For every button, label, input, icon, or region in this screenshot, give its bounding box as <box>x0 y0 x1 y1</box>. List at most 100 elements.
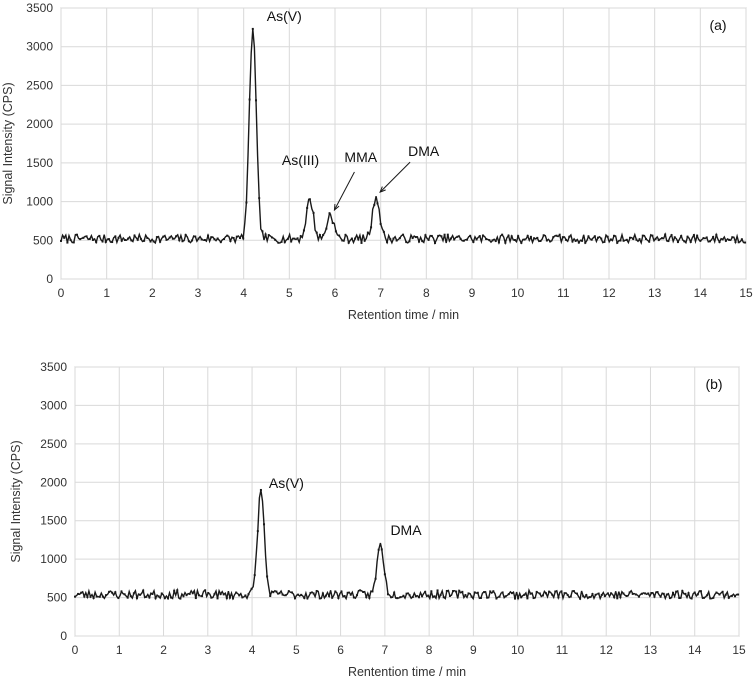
data-point <box>632 237 635 240</box>
annotation-arrow <box>379 161 411 193</box>
x-tick-label: 13 <box>644 643 658 657</box>
data-point <box>254 99 257 102</box>
data-point <box>283 241 286 244</box>
data-point <box>152 240 155 243</box>
data-point <box>418 240 421 243</box>
data-point <box>278 592 281 595</box>
data-point <box>363 239 366 242</box>
y-tick-label: 500 <box>47 591 67 605</box>
data-point <box>165 238 168 241</box>
data-point <box>678 597 681 600</box>
data-point <box>724 239 727 242</box>
data-point <box>328 212 331 215</box>
data-point <box>197 594 200 597</box>
data-point <box>486 596 489 599</box>
y-tick-label: 2000 <box>40 475 67 489</box>
data-point <box>690 597 693 600</box>
data-point <box>557 596 560 599</box>
data-point <box>123 593 126 596</box>
data-point <box>321 592 324 595</box>
data-point <box>424 234 427 237</box>
data-point <box>517 597 520 600</box>
data-point <box>184 233 187 236</box>
y-tick-label: 2500 <box>40 437 67 451</box>
data-point <box>565 238 568 241</box>
x-tick-label: 15 <box>732 643 746 657</box>
data-point <box>229 240 232 243</box>
data-point <box>142 589 145 592</box>
y-tick-label: 500 <box>33 233 53 247</box>
data-point <box>72 241 75 244</box>
data-point <box>616 597 619 600</box>
data-point <box>357 238 360 241</box>
data-point <box>91 238 94 241</box>
data-point <box>641 592 644 595</box>
data-point <box>470 595 473 598</box>
data-point <box>439 593 442 596</box>
data-point <box>692 234 695 237</box>
data-point <box>705 236 708 239</box>
y-tick-label: 1000 <box>26 195 53 209</box>
annotation-arrowhead <box>333 203 340 212</box>
data-point <box>355 594 358 597</box>
plot-area-border <box>60 7 747 280</box>
data-point <box>272 591 275 594</box>
data-point <box>386 593 389 596</box>
data-point <box>504 595 507 598</box>
data-point <box>281 593 284 596</box>
data-point <box>641 234 644 237</box>
x-tick-label: 0 <box>58 286 65 300</box>
data-point <box>290 240 293 243</box>
data-point <box>60 239 62 242</box>
data-point <box>133 234 136 237</box>
data-point <box>222 593 225 596</box>
data-point <box>74 595 76 598</box>
data-point <box>312 592 315 595</box>
data-point <box>523 238 526 241</box>
data-point <box>232 597 235 600</box>
data-point <box>383 573 386 576</box>
x-tick-label: 7 <box>382 643 389 657</box>
data-point <box>665 593 668 596</box>
data-point <box>680 234 683 237</box>
data-point <box>398 237 401 240</box>
data-point <box>541 594 544 597</box>
data-point <box>510 235 513 238</box>
data-point <box>130 239 133 242</box>
data-point <box>392 237 395 240</box>
data-point <box>458 589 461 592</box>
data-point <box>95 241 98 244</box>
data-point <box>377 548 380 551</box>
data-point <box>584 241 587 244</box>
peak-annotation: MMA <box>344 149 377 165</box>
data-point <box>693 591 696 594</box>
data-point <box>256 530 259 533</box>
data-point <box>380 548 383 551</box>
data-point <box>606 592 609 595</box>
data-point <box>366 231 369 234</box>
y-tick-label: 2500 <box>26 78 53 92</box>
data-point <box>405 241 408 244</box>
data-point <box>151 592 154 595</box>
data-point <box>575 592 578 595</box>
panel-label: (a) <box>709 17 726 33</box>
data-point <box>120 590 123 593</box>
data-point <box>668 597 671 600</box>
data-point <box>653 595 656 598</box>
data-point <box>368 596 371 599</box>
data-point <box>343 595 346 598</box>
data-point <box>721 590 724 593</box>
data-point <box>673 236 676 239</box>
x-tick-label: 14 <box>688 643 702 657</box>
data-point <box>393 591 396 594</box>
data-point <box>536 236 539 239</box>
data-point <box>411 237 414 240</box>
data-point <box>245 201 248 204</box>
data-point <box>170 596 173 599</box>
data-point <box>456 235 459 238</box>
chart-panel-a: 0 1 2 3 4 5 6 7 8 9 10 11 12 13 14 15050010001500200025… <box>1 1 753 322</box>
data-point <box>520 596 523 599</box>
x-tick-label: 15 <box>739 286 753 300</box>
data-point <box>373 203 376 206</box>
data-point <box>664 233 667 236</box>
